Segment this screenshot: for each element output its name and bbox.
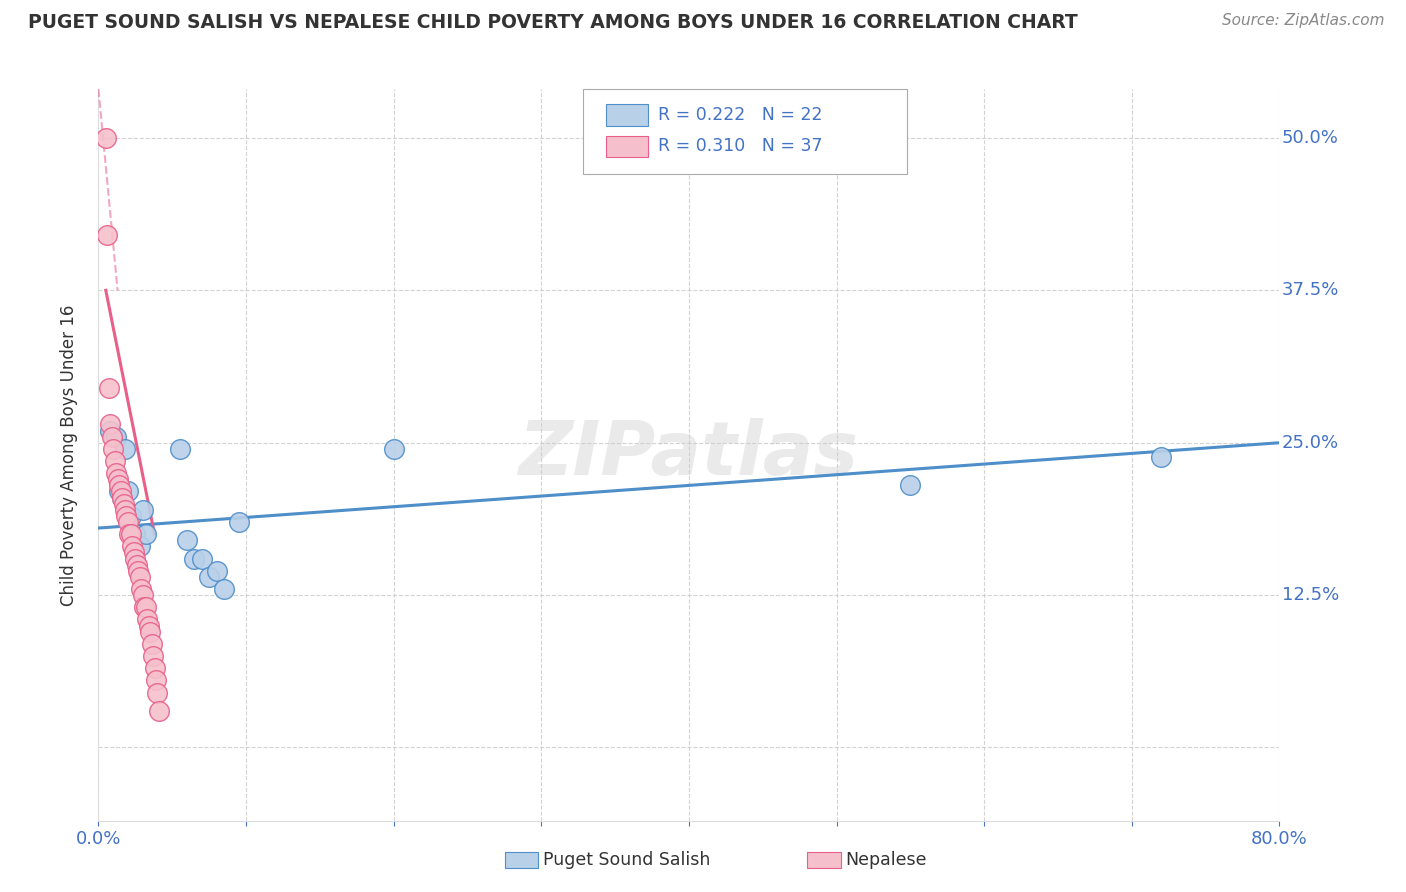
Point	[112, 497, 135, 511]
Text: R = 0.222   N = 22: R = 0.222 N = 22	[658, 106, 823, 124]
Point	[122, 545, 145, 559]
Point	[118, 527, 141, 541]
Point	[127, 564, 149, 578]
Point	[176, 533, 198, 548]
Text: 37.5%: 37.5%	[1282, 281, 1339, 300]
Point	[169, 442, 191, 456]
Text: Puget Sound Salish: Puget Sound Salish	[543, 851, 710, 869]
Point	[98, 417, 121, 432]
Text: R = 0.310   N = 37: R = 0.310 N = 37	[658, 137, 823, 155]
Point	[146, 686, 169, 700]
Point	[103, 430, 125, 444]
Point	[108, 484, 131, 499]
Point	[134, 600, 156, 615]
Text: 50.0%: 50.0%	[1282, 129, 1339, 147]
Point	[120, 508, 142, 523]
Point	[136, 613, 159, 627]
Point	[228, 515, 250, 529]
Point	[97, 381, 120, 395]
Text: Source: ZipAtlas.com: Source: ZipAtlas.com	[1222, 13, 1385, 29]
Point	[124, 527, 146, 541]
Point	[132, 588, 155, 602]
Point	[900, 478, 922, 492]
Point	[128, 570, 150, 584]
Point	[145, 673, 167, 688]
Point	[105, 430, 128, 444]
Point	[124, 551, 146, 566]
Point	[104, 454, 127, 468]
Point	[103, 442, 125, 456]
Point	[139, 624, 162, 639]
Point	[382, 442, 405, 456]
Point	[100, 430, 122, 444]
Point	[98, 424, 121, 438]
Point	[96, 228, 118, 243]
Point	[107, 472, 129, 486]
Point	[135, 527, 157, 541]
Text: 12.5%: 12.5%	[1282, 586, 1339, 604]
Point	[120, 527, 142, 541]
Point	[105, 466, 128, 480]
Y-axis label: Child Poverty Among Boys Under 16: Child Poverty Among Boys Under 16	[59, 304, 77, 606]
Point	[115, 508, 138, 523]
Point	[212, 582, 235, 596]
Point	[148, 704, 170, 718]
Point	[1150, 450, 1173, 465]
Text: 25.0%: 25.0%	[1282, 434, 1339, 451]
Point	[191, 551, 214, 566]
Point	[111, 491, 134, 505]
Point	[108, 478, 131, 492]
Text: ZIPatlas: ZIPatlas	[519, 418, 859, 491]
Point	[132, 503, 155, 517]
Point	[94, 131, 117, 145]
Point	[114, 442, 136, 456]
Point	[183, 551, 205, 566]
Point	[135, 600, 157, 615]
Point	[141, 637, 163, 651]
Point	[117, 515, 139, 529]
Point	[142, 649, 165, 664]
Point	[143, 661, 166, 675]
Point	[125, 558, 148, 572]
Point	[110, 484, 132, 499]
Text: PUGET SOUND SALISH VS NEPALESE CHILD POVERTY AMONG BOYS UNDER 16 CORRELATION CHA: PUGET SOUND SALISH VS NEPALESE CHILD POV…	[28, 13, 1078, 32]
Point	[114, 503, 136, 517]
Point	[117, 484, 139, 499]
Point	[111, 491, 134, 505]
Text: Nepalese: Nepalese	[845, 851, 927, 869]
Point	[138, 618, 160, 632]
Point	[128, 539, 150, 553]
Point	[129, 582, 152, 596]
Point	[198, 570, 221, 584]
Point	[205, 564, 228, 578]
Point	[121, 539, 143, 553]
